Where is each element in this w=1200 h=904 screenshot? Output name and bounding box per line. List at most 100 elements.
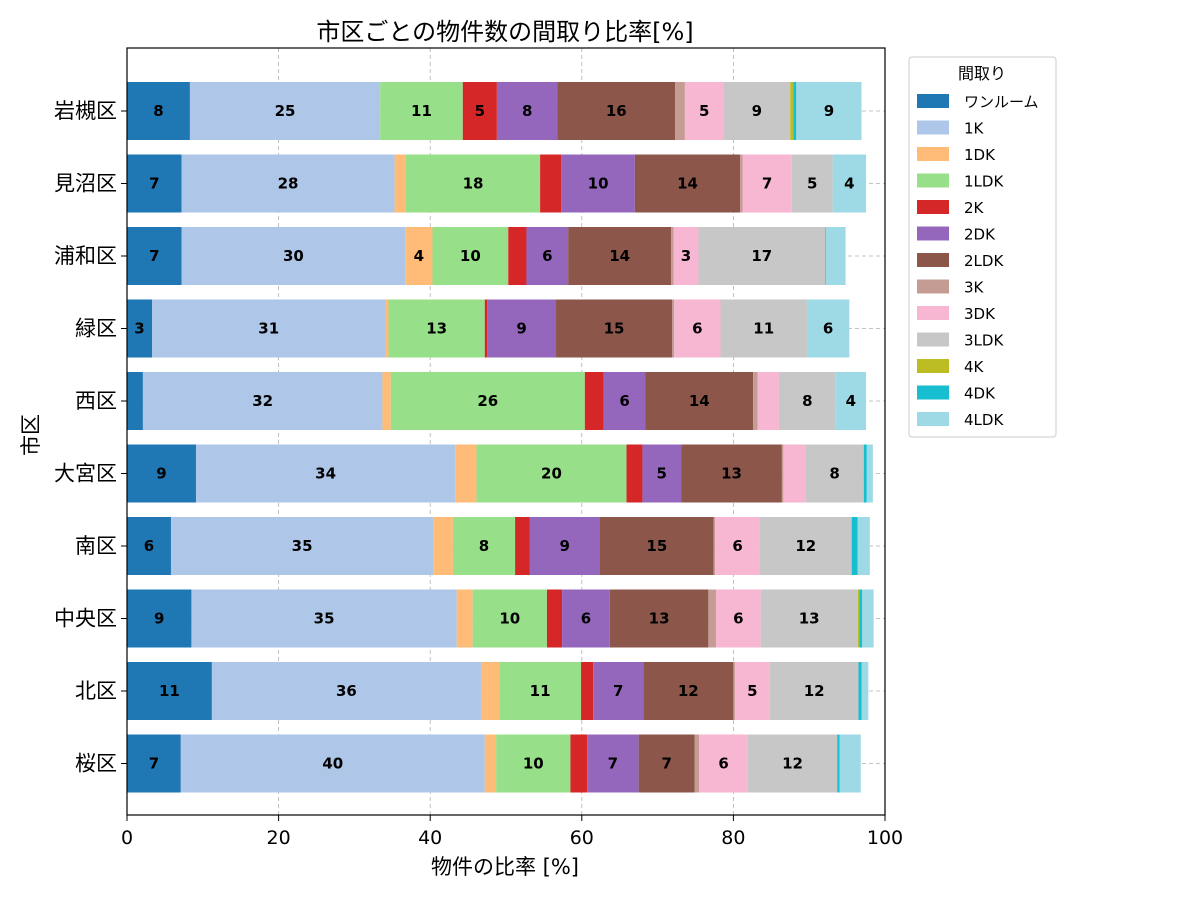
bar-value-label: 4 bbox=[844, 175, 854, 193]
bar-value-label: 8 bbox=[802, 392, 812, 410]
bar-segment bbox=[496, 734, 571, 793]
bar-value-label: 7 bbox=[149, 755, 159, 773]
bar-value-label: 6 bbox=[718, 755, 728, 773]
bar-value-label: 13 bbox=[649, 610, 670, 628]
bar-segment bbox=[127, 227, 182, 285]
bar-value-label: 9 bbox=[560, 537, 570, 555]
bar-segment bbox=[839, 734, 861, 793]
bar-value-label: 8 bbox=[479, 537, 489, 555]
bar-segment bbox=[508, 227, 527, 285]
bar-value-label: 7 bbox=[608, 755, 618, 773]
bar-value-label: 4 bbox=[414, 247, 424, 265]
bar-segment bbox=[405, 154, 541, 213]
bar-segment bbox=[753, 372, 758, 430]
bar-segment bbox=[181, 227, 406, 285]
bar-value-label: 9 bbox=[156, 465, 166, 483]
bar-value-label: 6 bbox=[619, 392, 629, 410]
bar-segment bbox=[195, 444, 456, 503]
bar-segment bbox=[127, 444, 196, 503]
bar-segment bbox=[599, 517, 714, 575]
bar-value-label: 35 bbox=[314, 610, 335, 628]
bar-segment bbox=[626, 444, 643, 503]
bar-segment bbox=[835, 372, 867, 430]
bar-segment bbox=[603, 372, 646, 430]
legend-swatch bbox=[917, 279, 949, 294]
bar-segment bbox=[452, 517, 516, 575]
bar-value-labels: 8 25 11 5 8 16 5 9 97 28 18 10 14 7 5 47 30 4 10 6 14 3 173 31 1… bbox=[134, 102, 856, 773]
bar-segment bbox=[740, 154, 743, 213]
bar-value-label: 12 bbox=[782, 755, 803, 773]
bar-segment bbox=[394, 154, 406, 213]
bar-value-label: 20 bbox=[541, 465, 562, 483]
bar-segment bbox=[858, 662, 862, 720]
bar-value-label: 30 bbox=[283, 247, 304, 265]
bar-segment bbox=[862, 589, 874, 648]
legend-label: 4LDK bbox=[964, 411, 1004, 429]
bar-value-label: 18 bbox=[463, 175, 484, 193]
bar-segment bbox=[825, 227, 846, 285]
bar-segment bbox=[674, 299, 721, 358]
bar-segment bbox=[432, 227, 509, 285]
bar-segment bbox=[672, 299, 675, 358]
bar-value-label: 15 bbox=[604, 320, 625, 338]
x-tick-label: 80 bbox=[721, 827, 745, 849]
bar-segment bbox=[127, 154, 182, 213]
bar-segment bbox=[211, 662, 481, 720]
legend-label: 4DK bbox=[964, 385, 996, 403]
bar-value-label: 8 bbox=[522, 102, 532, 120]
bar-segment bbox=[681, 444, 782, 503]
bar-segment bbox=[863, 444, 867, 503]
bar-segment bbox=[708, 589, 716, 648]
legend-label: 1LDK bbox=[964, 173, 1004, 191]
bar-segment bbox=[634, 154, 741, 213]
legend-swatch bbox=[917, 332, 949, 347]
bar-segment bbox=[759, 517, 852, 575]
y-tick-label: 岩槻区 bbox=[54, 99, 117, 123]
bar-segment bbox=[499, 662, 582, 720]
bar-value-label: 9 bbox=[752, 102, 762, 120]
bar-value-label: 5 bbox=[475, 102, 485, 120]
bar-value-label: 26 bbox=[477, 392, 498, 410]
bar-segment bbox=[515, 517, 530, 575]
bar-segment bbox=[760, 589, 858, 648]
bar-segment bbox=[189, 82, 381, 140]
bar-segment bbox=[380, 82, 463, 140]
bar-value-label: 7 bbox=[661, 755, 671, 773]
bar-segment bbox=[698, 227, 826, 285]
bar-value-label: 13 bbox=[426, 320, 447, 338]
bar-segment bbox=[694, 734, 700, 793]
bar-segment bbox=[791, 154, 833, 213]
bar-segment bbox=[859, 589, 863, 648]
bar-segment bbox=[540, 154, 562, 213]
x-tick-label: 60 bbox=[570, 827, 594, 849]
bar-segment bbox=[587, 734, 639, 793]
legend-title: 間取り bbox=[958, 64, 1006, 83]
bar-segment bbox=[556, 299, 673, 358]
bar-value-label: 9 bbox=[824, 102, 834, 120]
bar-value-label: 10 bbox=[588, 175, 609, 193]
legend-label: 2K bbox=[964, 199, 985, 217]
bar-segment bbox=[742, 154, 792, 213]
bar-segment bbox=[645, 372, 754, 430]
bar-segment bbox=[382, 372, 391, 430]
y-axis-label: 市区 bbox=[19, 414, 43, 456]
bar-segment bbox=[720, 299, 807, 358]
bar-value-label: 34 bbox=[315, 465, 336, 483]
legend-label: 3LDK bbox=[964, 332, 1004, 350]
bar-value-label: 9 bbox=[154, 610, 164, 628]
bar-value-label: 31 bbox=[258, 320, 279, 338]
legend-label: 3DK bbox=[964, 305, 996, 323]
bar-segment bbox=[562, 589, 610, 648]
bar-segment bbox=[643, 662, 734, 720]
legend-swatch bbox=[917, 120, 949, 135]
bar-value-label: 3 bbox=[134, 320, 144, 338]
legend-swatch bbox=[917, 173, 949, 188]
bar-segment bbox=[496, 82, 558, 140]
bar-segment bbox=[747, 734, 838, 793]
bar-segment bbox=[557, 82, 676, 140]
bar-segment bbox=[837, 734, 840, 793]
bar-value-label: 11 bbox=[159, 682, 180, 700]
bar-segment bbox=[476, 444, 627, 503]
bar-segment bbox=[487, 299, 557, 358]
